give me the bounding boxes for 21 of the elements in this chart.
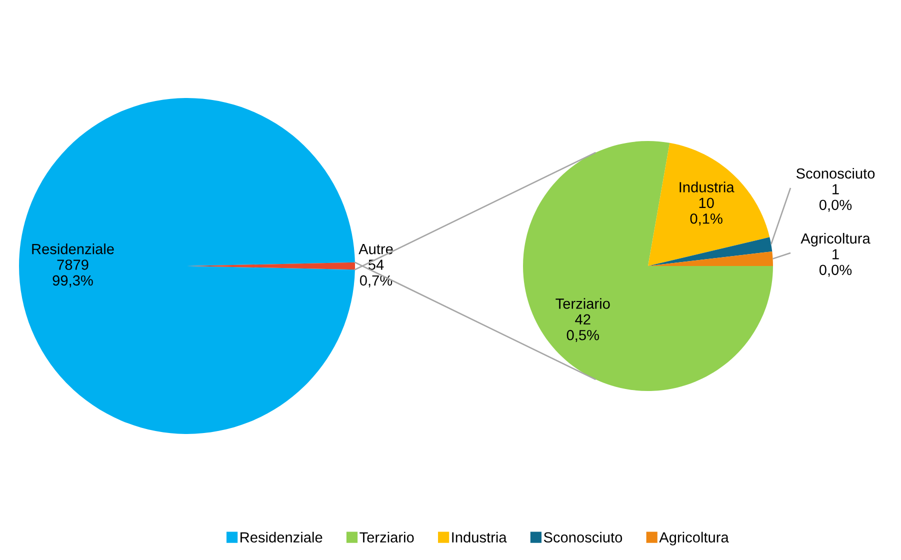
legend-label: Terziario [360, 532, 414, 543]
data-label: 7879 99,3% [52, 260, 93, 288]
legend-label: Sconosciuto [544, 532, 622, 543]
data-label: 42 0,5% [566, 314, 599, 342]
slice-label: Residenziale [32, 243, 114, 254]
data-label: 10 0,1% [690, 198, 722, 226]
pie-slice [19, 98, 355, 434]
slice-label: Sconosciuto [796, 168, 875, 179]
pie-slice [648, 142, 770, 266]
slice-label: Autre [358, 244, 393, 254]
slice-label: Terziario [556, 298, 610, 309]
data-label: 1 0,0% [819, 249, 852, 277]
slice-label: Industria [680, 182, 734, 192]
pie-slice [648, 237, 772, 266]
legend-label: Residenziale [240, 532, 322, 543]
legend-label: Industria [452, 532, 507, 543]
legend-label: Agricoltura [659, 532, 729, 546]
pie-slice [523, 141, 773, 391]
slice-label: Agricoltura [800, 232, 870, 247]
data-label: 1 0,0% [819, 184, 852, 212]
pie-slice [648, 251, 773, 266]
